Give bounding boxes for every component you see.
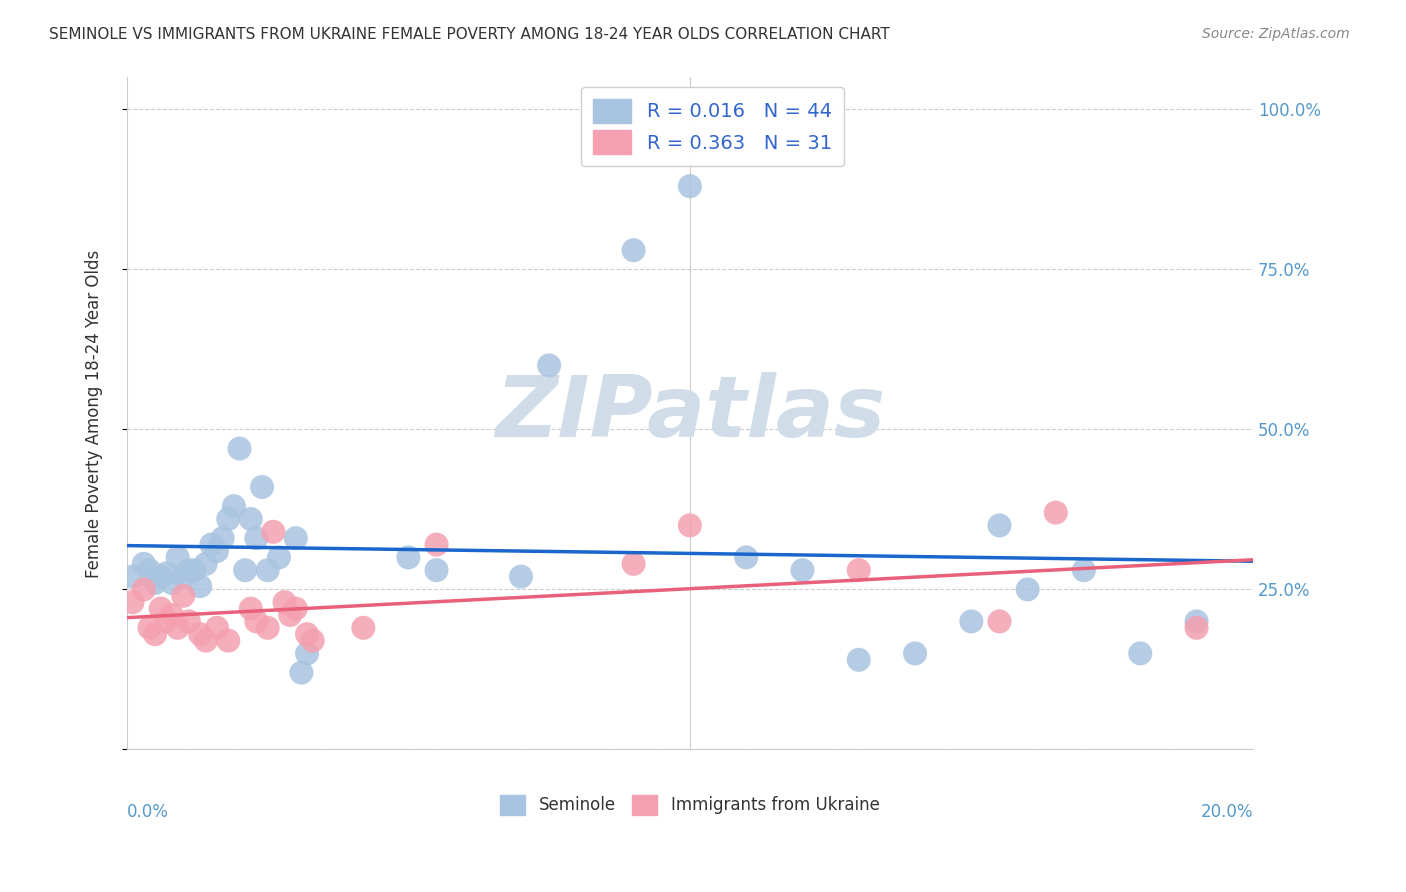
- Text: SEMINOLE VS IMMIGRANTS FROM UKRAINE FEMALE POVERTY AMONG 18-24 YEAR OLDS CORRELA: SEMINOLE VS IMMIGRANTS FROM UKRAINE FEMA…: [49, 27, 890, 42]
- Point: [278, 607, 301, 622]
- Point: [205, 544, 228, 558]
- Point: [295, 647, 318, 661]
- Point: [138, 563, 160, 577]
- Point: [245, 531, 267, 545]
- Point: [188, 579, 211, 593]
- Point: [425, 563, 447, 577]
- Text: 0.0%: 0.0%: [127, 803, 169, 822]
- Point: [132, 557, 155, 571]
- Point: [177, 615, 200, 629]
- Text: 20.0%: 20.0%: [1201, 803, 1253, 822]
- Point: [1129, 647, 1152, 661]
- Point: [138, 621, 160, 635]
- Point: [205, 621, 228, 635]
- Point: [267, 550, 290, 565]
- Point: [256, 621, 278, 635]
- Point: [217, 633, 239, 648]
- Point: [679, 179, 702, 194]
- Point: [284, 601, 307, 615]
- Point: [177, 563, 200, 577]
- Point: [262, 524, 284, 539]
- Point: [143, 627, 166, 641]
- Point: [222, 499, 245, 513]
- Point: [217, 512, 239, 526]
- Point: [245, 615, 267, 629]
- Point: [273, 595, 295, 609]
- Point: [160, 576, 183, 591]
- Point: [194, 633, 217, 648]
- Point: [988, 518, 1011, 533]
- Point: [735, 550, 758, 565]
- Point: [290, 665, 312, 680]
- Point: [250, 480, 273, 494]
- Point: [352, 621, 374, 635]
- Y-axis label: Female Poverty Among 18-24 Year Olds: Female Poverty Among 18-24 Year Olds: [86, 249, 103, 577]
- Point: [1185, 621, 1208, 635]
- Point: [239, 601, 262, 615]
- Point: [301, 633, 323, 648]
- Point: [166, 550, 188, 565]
- Point: [200, 538, 222, 552]
- Point: [848, 563, 870, 577]
- Point: [233, 563, 256, 577]
- Point: [143, 576, 166, 591]
- Legend: Seminole, Immigrants from Ukraine: Seminole, Immigrants from Ukraine: [494, 788, 886, 822]
- Point: [256, 563, 278, 577]
- Point: [1017, 582, 1039, 597]
- Point: [172, 569, 194, 583]
- Point: [425, 538, 447, 552]
- Point: [988, 615, 1011, 629]
- Point: [121, 569, 143, 583]
- Point: [396, 550, 419, 565]
- Point: [155, 615, 177, 629]
- Point: [211, 531, 233, 545]
- Point: [188, 627, 211, 641]
- Text: ZIPatlas: ZIPatlas: [495, 372, 884, 455]
- Point: [792, 563, 814, 577]
- Point: [623, 244, 645, 258]
- Point: [149, 569, 172, 583]
- Point: [679, 518, 702, 533]
- Point: [183, 563, 205, 577]
- Point: [166, 621, 188, 635]
- Point: [1045, 506, 1067, 520]
- Point: [623, 557, 645, 571]
- Point: [848, 653, 870, 667]
- Point: [160, 607, 183, 622]
- Point: [149, 601, 172, 615]
- Point: [172, 589, 194, 603]
- Point: [510, 569, 533, 583]
- Text: Source: ZipAtlas.com: Source: ZipAtlas.com: [1202, 27, 1350, 41]
- Point: [284, 531, 307, 545]
- Point: [538, 359, 561, 373]
- Point: [904, 647, 927, 661]
- Point: [239, 512, 262, 526]
- Point: [1185, 615, 1208, 629]
- Point: [295, 627, 318, 641]
- Point: [121, 595, 143, 609]
- Point: [228, 442, 250, 456]
- Point: [194, 557, 217, 571]
- Point: [1073, 563, 1095, 577]
- Point: [132, 582, 155, 597]
- Point: [960, 615, 983, 629]
- Point: [155, 566, 177, 581]
